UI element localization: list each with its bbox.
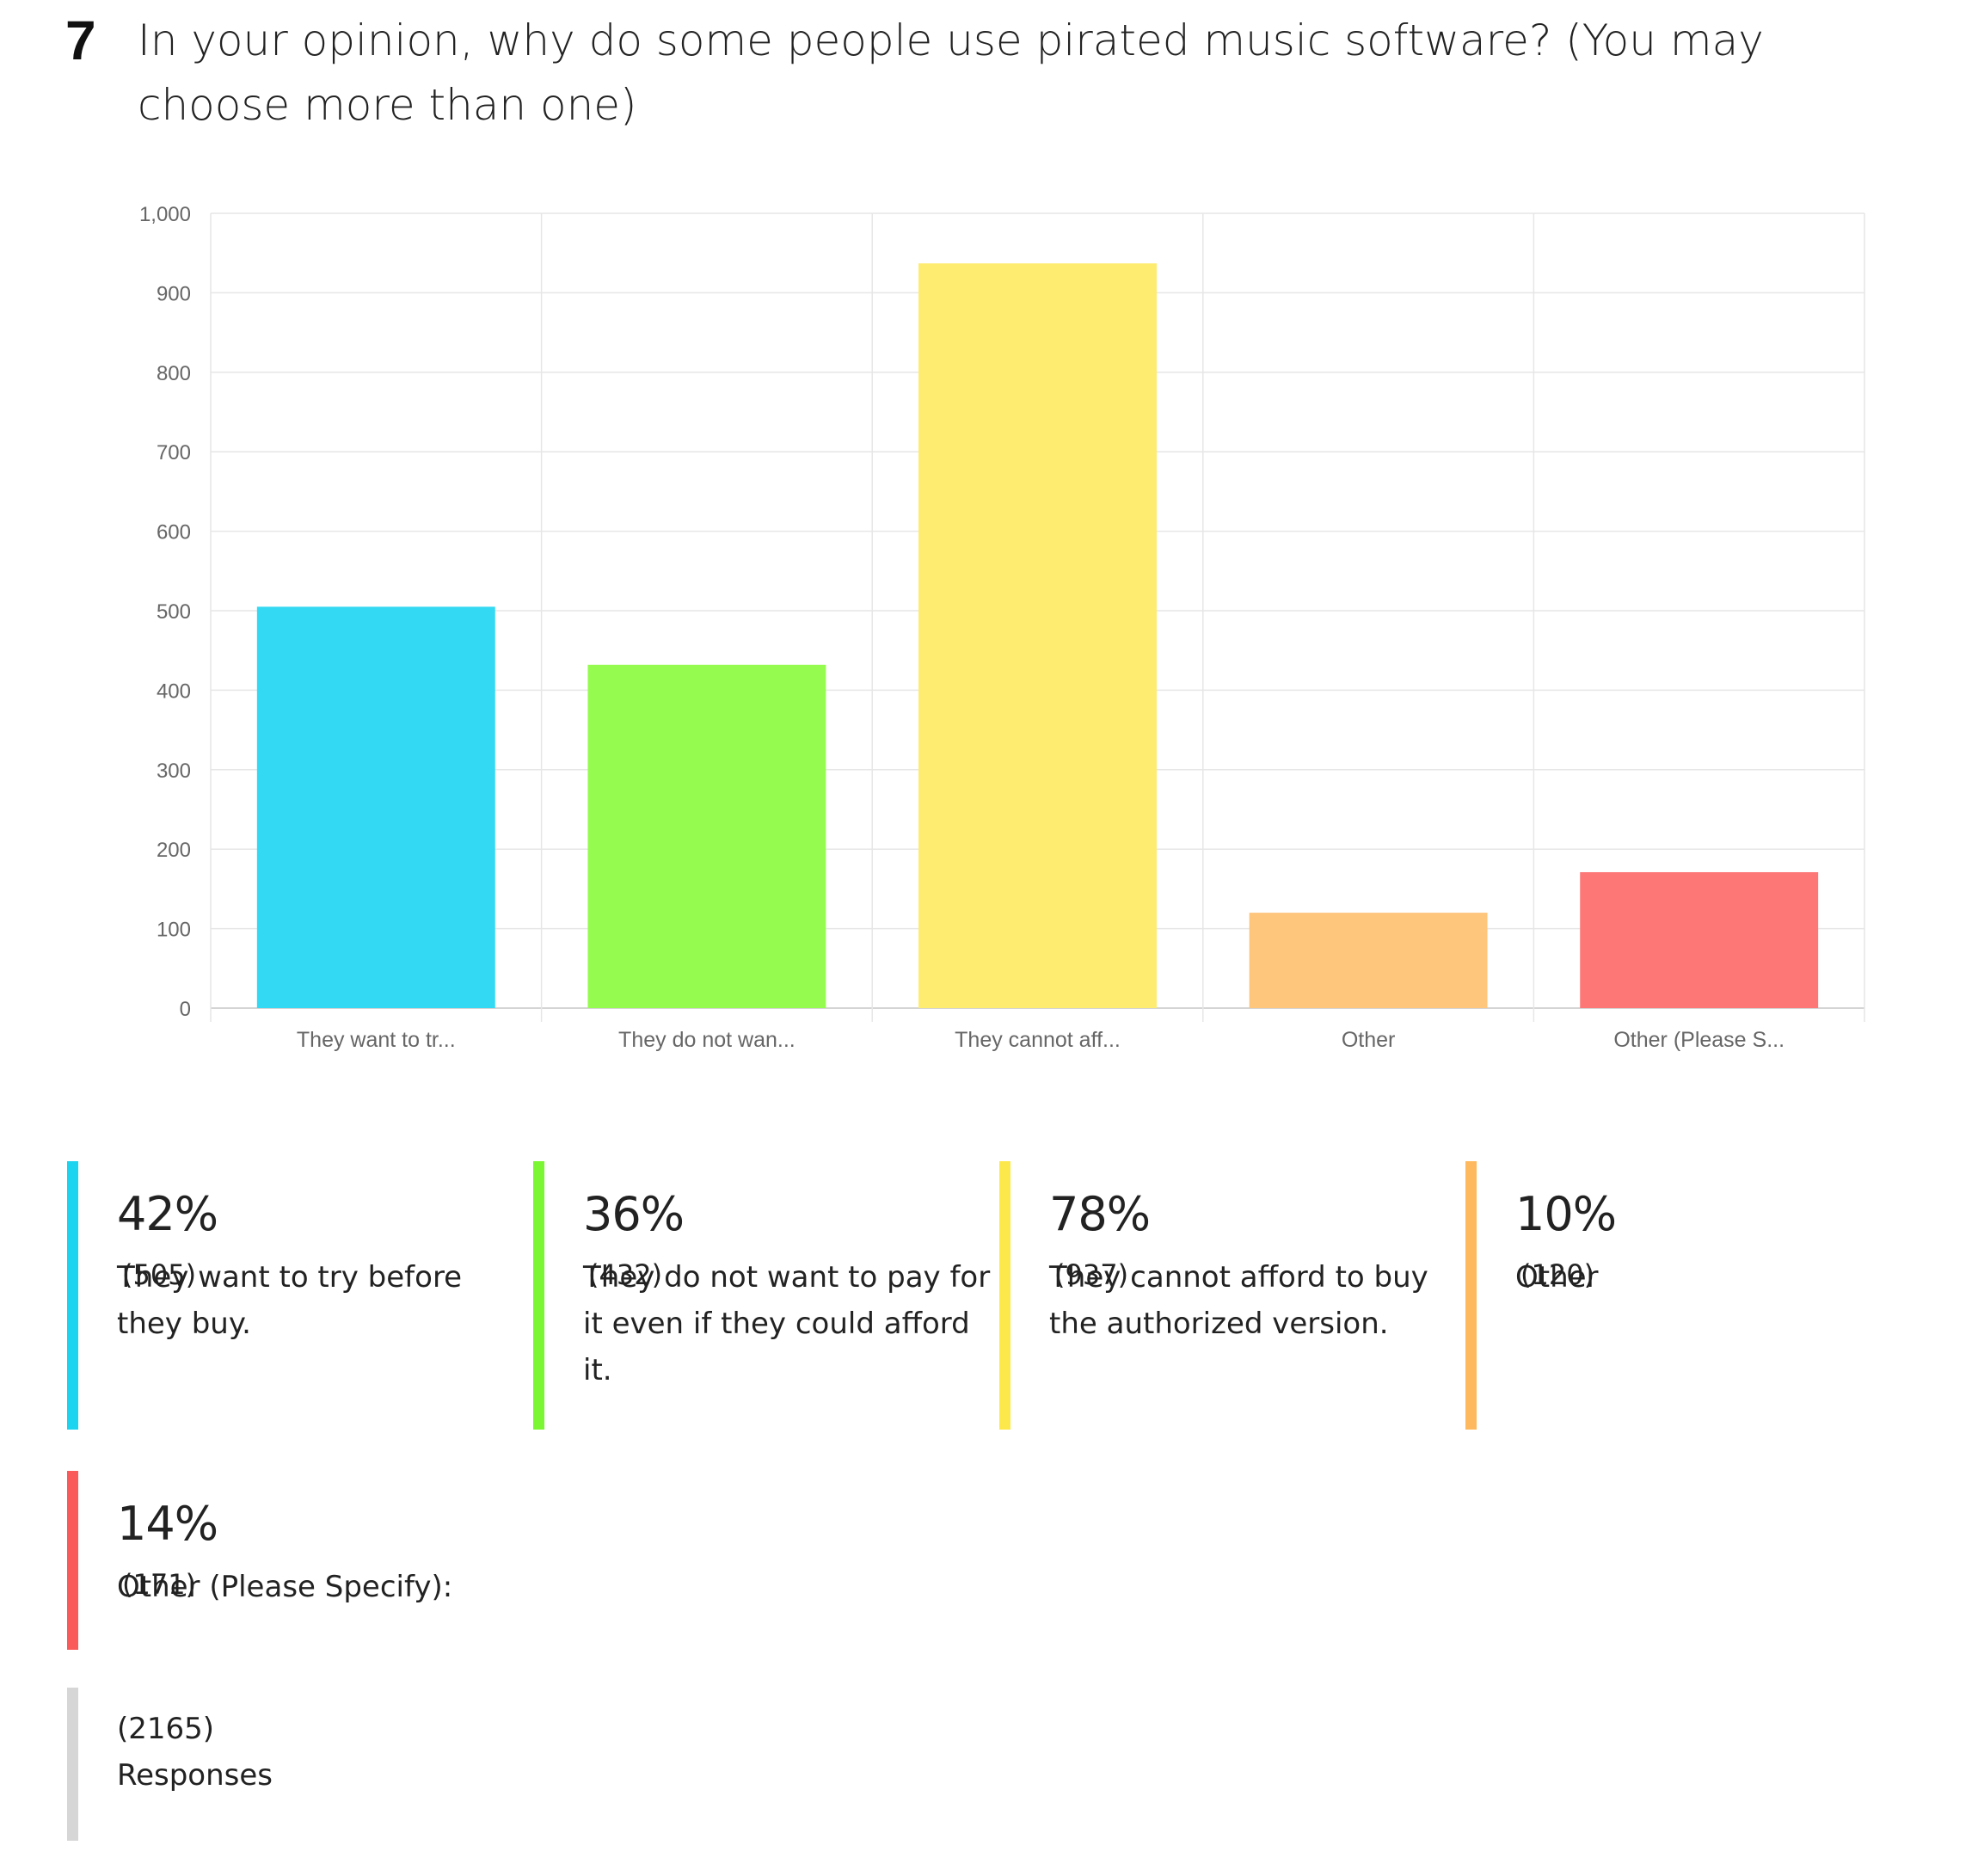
- chart-y-ticks: 0 100 200 300 400 500 600 700 800 900 1,000: [139, 203, 191, 1021]
- legend-color-bar: [533, 1161, 544, 1430]
- chart-x-labels: They want to tr... They do not wan... They…: [297, 1028, 1784, 1052]
- legend-count: (937): [1054, 1258, 1129, 1291]
- y-tick-label: 800: [157, 362, 191, 385]
- y-tick-label: 300: [157, 760, 191, 783]
- legend-percent: 42%(505): [117, 1187, 218, 1291]
- legend-percent: 78%(937): [1049, 1187, 1151, 1291]
- bar: [256, 606, 495, 1008]
- legend-color-bar: [1465, 1161, 1477, 1430]
- bar: [587, 664, 826, 1008]
- bar: [1580, 871, 1819, 1008]
- y-tick-label: 0: [180, 998, 191, 1021]
- bar: [1249, 913, 1488, 1008]
- legend-count: (505): [122, 1258, 197, 1291]
- legend-count: (432): [588, 1258, 663, 1291]
- responses-count: (2165): [117, 1712, 215, 1746]
- y-tick-label: 700: [157, 441, 191, 464]
- y-tick-label: 1,000: [139, 203, 191, 226]
- x-tick-label: Other (Please S...: [1613, 1028, 1784, 1052]
- y-tick-label: 200: [157, 839, 191, 862]
- x-tick-label: They cannot aff...: [955, 1028, 1121, 1052]
- legend-color-bar: [999, 1161, 1010, 1430]
- legend-label: Other: [1515, 1260, 1599, 1295]
- x-tick-label: They do not wan...: [618, 1028, 796, 1052]
- legend-percent: 10%(120): [1515, 1187, 1617, 1291]
- legend-color-bar: [67, 1161, 78, 1430]
- y-tick-label: 400: [157, 680, 191, 703]
- x-tick-label: Other: [1342, 1028, 1396, 1052]
- responses-label: Responses: [117, 1758, 273, 1793]
- x-tick-label: They want to tr...: [297, 1028, 456, 1052]
- legend-count: (120): [1520, 1258, 1595, 1291]
- chart-bars: [256, 263, 1819, 1008]
- y-tick-label: 600: [157, 521, 191, 544]
- legend-label: Other (Please Specify):: [117, 1570, 453, 1604]
- bar-chart: 0 100 200 300 400 500 600 700 800 900 1,000 They w…: [139, 203, 1865, 1052]
- legend-percent: 36%(432): [583, 1187, 685, 1291]
- bar: [918, 263, 1157, 1008]
- legend-label: They want to try before they buy.: [117, 1260, 463, 1341]
- question-number: 7: [65, 9, 96, 71]
- legend-percent: 14%(171): [117, 1497, 218, 1601]
- y-tick-label: 500: [157, 600, 191, 624]
- legend-color-bar: [67, 1471, 78, 1650]
- legend-count: (171): [122, 1568, 197, 1601]
- legend-label: They cannot afford to buy the authorized…: [1049, 1260, 1428, 1341]
- y-tick-label: 900: [157, 282, 191, 305]
- responses-color-bar: [67, 1688, 78, 1841]
- y-tick-label: 100: [157, 919, 191, 942]
- legend-label: They do not want to pay for it even if t…: [583, 1260, 991, 1387]
- question-text: In your opinion, why do some people use …: [138, 15, 1764, 130]
